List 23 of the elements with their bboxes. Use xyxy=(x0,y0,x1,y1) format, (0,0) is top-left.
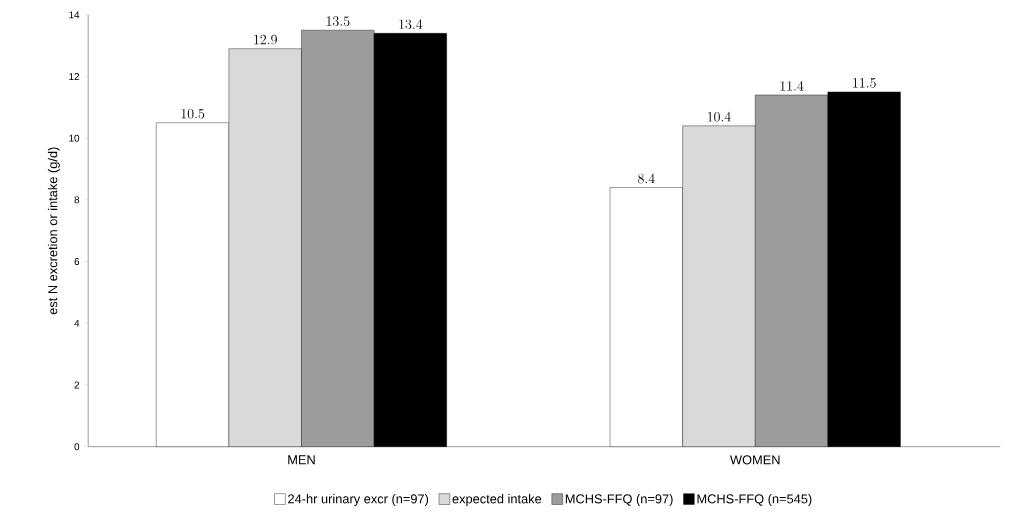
y-tick-label: 10 xyxy=(69,134,80,142)
data-label: 12.9 xyxy=(254,35,277,45)
legend-label: MCHS-FFQ (n=545) xyxy=(697,494,812,507)
y-tick-label: 12 xyxy=(69,73,80,81)
legend-label: expected intake xyxy=(452,494,542,507)
data-label: 11 .5 xyxy=(853,78,876,88)
data-label: 13.4 xyxy=(399,19,423,30)
legend-label: MCHS-FFQ (n=97) xyxy=(565,494,673,507)
x-tick-label: WOMEN xyxy=(730,455,780,465)
y-tick-label: 14 xyxy=(69,11,80,19)
y-tick-label: 8 xyxy=(74,196,80,204)
data-label: 13.5 xyxy=(326,16,350,27)
y-tick-label: 2 xyxy=(74,381,80,389)
y-axis-title: est N excretion or intake (g/d) xyxy=(47,147,60,315)
data-label: 10.4 xyxy=(707,111,731,122)
x-tick-label: MEN xyxy=(288,455,315,465)
y-tick-label: 4 xyxy=(74,320,80,327)
legend-label: 24-hr urinary excr (n=97) xyxy=(288,494,429,507)
data-label: 8.4 xyxy=(638,173,655,184)
y-tick-label: 0 xyxy=(74,443,80,451)
y-tick-label: 6 xyxy=(74,258,80,266)
data-label: 11 .4 xyxy=(780,81,804,91)
data-label: 10.5 xyxy=(181,109,205,119)
